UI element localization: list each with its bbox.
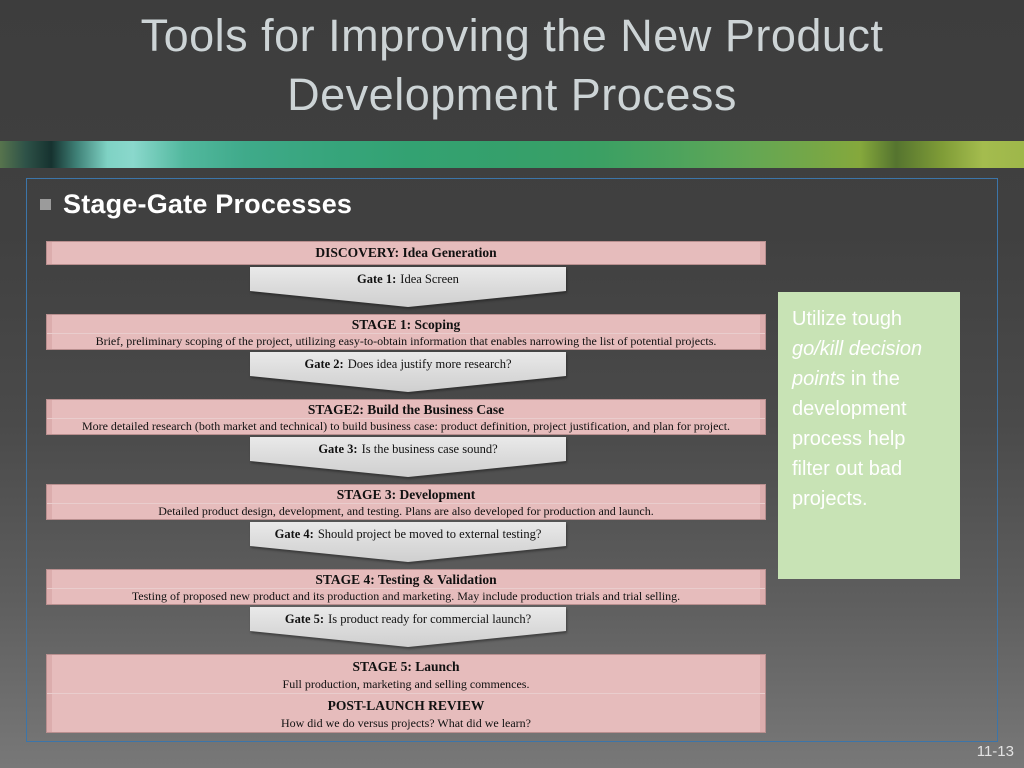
stage-2-title: STAGE2: Build the Business Case (307, 402, 505, 417)
slide-title-line2: Development Process (287, 69, 737, 120)
gate-1-question: Idea Screen (400, 272, 459, 286)
gate-3-label: Gate 3: (318, 442, 358, 456)
gate-5-label: Gate 5: (284, 612, 325, 626)
stage-2-desc: More detailed research (both market and … (47, 418, 765, 434)
gate-4-label: Gate 4: (274, 527, 314, 541)
note-text-italic: go/kill decision points (792, 338, 923, 390)
stage-3-desc: Detailed product design, development, an… (47, 503, 765, 519)
discovery-box: DISCOVERY: Idea Generation (46, 241, 766, 265)
stage-4-title: STAGE 4: Testing & Validation (315, 572, 497, 587)
stage-1-title: STAGE 1: Scoping (351, 317, 461, 332)
stage-5-postlaunch-box: STAGE 5: Launch Full production, marketi… (46, 654, 766, 733)
stage-5-title: STAGE 5: Launch (352, 659, 460, 674)
page-number: 11-13 (976, 743, 1014, 760)
gate-4: Gate 4: Should project be moved to extern… (46, 522, 766, 562)
square-bullet-icon (40, 199, 51, 210)
section-heading-label: Stage-Gate Processes (63, 189, 353, 219)
note-text-after: in the development process help filter o… (792, 368, 907, 510)
gate-1: Gate 1: Idea Screen (46, 267, 766, 307)
post-launch-title: POST-LAUNCH REVIEW (327, 698, 485, 713)
stage-1-box: STAGE 1: Scoping Brief, preliminary scop… (46, 314, 766, 350)
gate-5: Gate 5: Is product ready for commercial l… (46, 607, 766, 647)
stage-gate-diagram: DISCOVERY: Idea Generation Gate 1: Idea S… (46, 241, 766, 733)
stage-5-desc: Full production, marketing and selling c… (47, 676, 765, 694)
post-launch-desc: How did we do versus projects? What did … (280, 716, 532, 730)
note-text-before: Utilize tough (792, 308, 903, 330)
content-frame: Stage-Gate Processes DISCOVERY: Idea Gen… (26, 178, 998, 742)
gate-5-question: Is product ready for commercial launch? (328, 612, 532, 626)
slide-title: Tools for Improving the New Product Deve… (0, 6, 1024, 124)
stage-4-desc: Testing of proposed new product and its … (47, 588, 765, 604)
stage-3-box: STAGE 3: Development Detailed product de… (46, 484, 766, 520)
stage-1-desc: Brief, preliminary scoping of the projec… (47, 333, 765, 349)
gate-1-label: Gate 1: (357, 272, 397, 286)
gate-2-label: Gate 2: (304, 357, 344, 371)
discovery-title: DISCOVERY: Idea Generation (315, 245, 497, 260)
gate-2-question: Does idea justify more research? (347, 357, 512, 371)
gate-3: Gate 3: Is the business case sound? (46, 437, 766, 477)
gate-2: Gate 2: Does idea justify more research? (46, 352, 766, 392)
stage-4-box: STAGE 4: Testing & Validation Testing of… (46, 569, 766, 605)
gate-3-question: Is the business case sound? (361, 442, 498, 456)
stage-3-title: STAGE 3: Development (336, 487, 476, 502)
stage-2-box: STAGE2: Build the Business Case More det… (46, 399, 766, 435)
section-heading: Stage-Gate Processes (40, 189, 352, 220)
slide-title-line1: Tools for Improving the New Product (140, 10, 884, 61)
gate-4-question: Should project be moved to external test… (317, 527, 542, 541)
decorative-photo-stripe (0, 141, 1024, 168)
note-box: Utilize tough go/kill decision points in… (778, 292, 960, 579)
